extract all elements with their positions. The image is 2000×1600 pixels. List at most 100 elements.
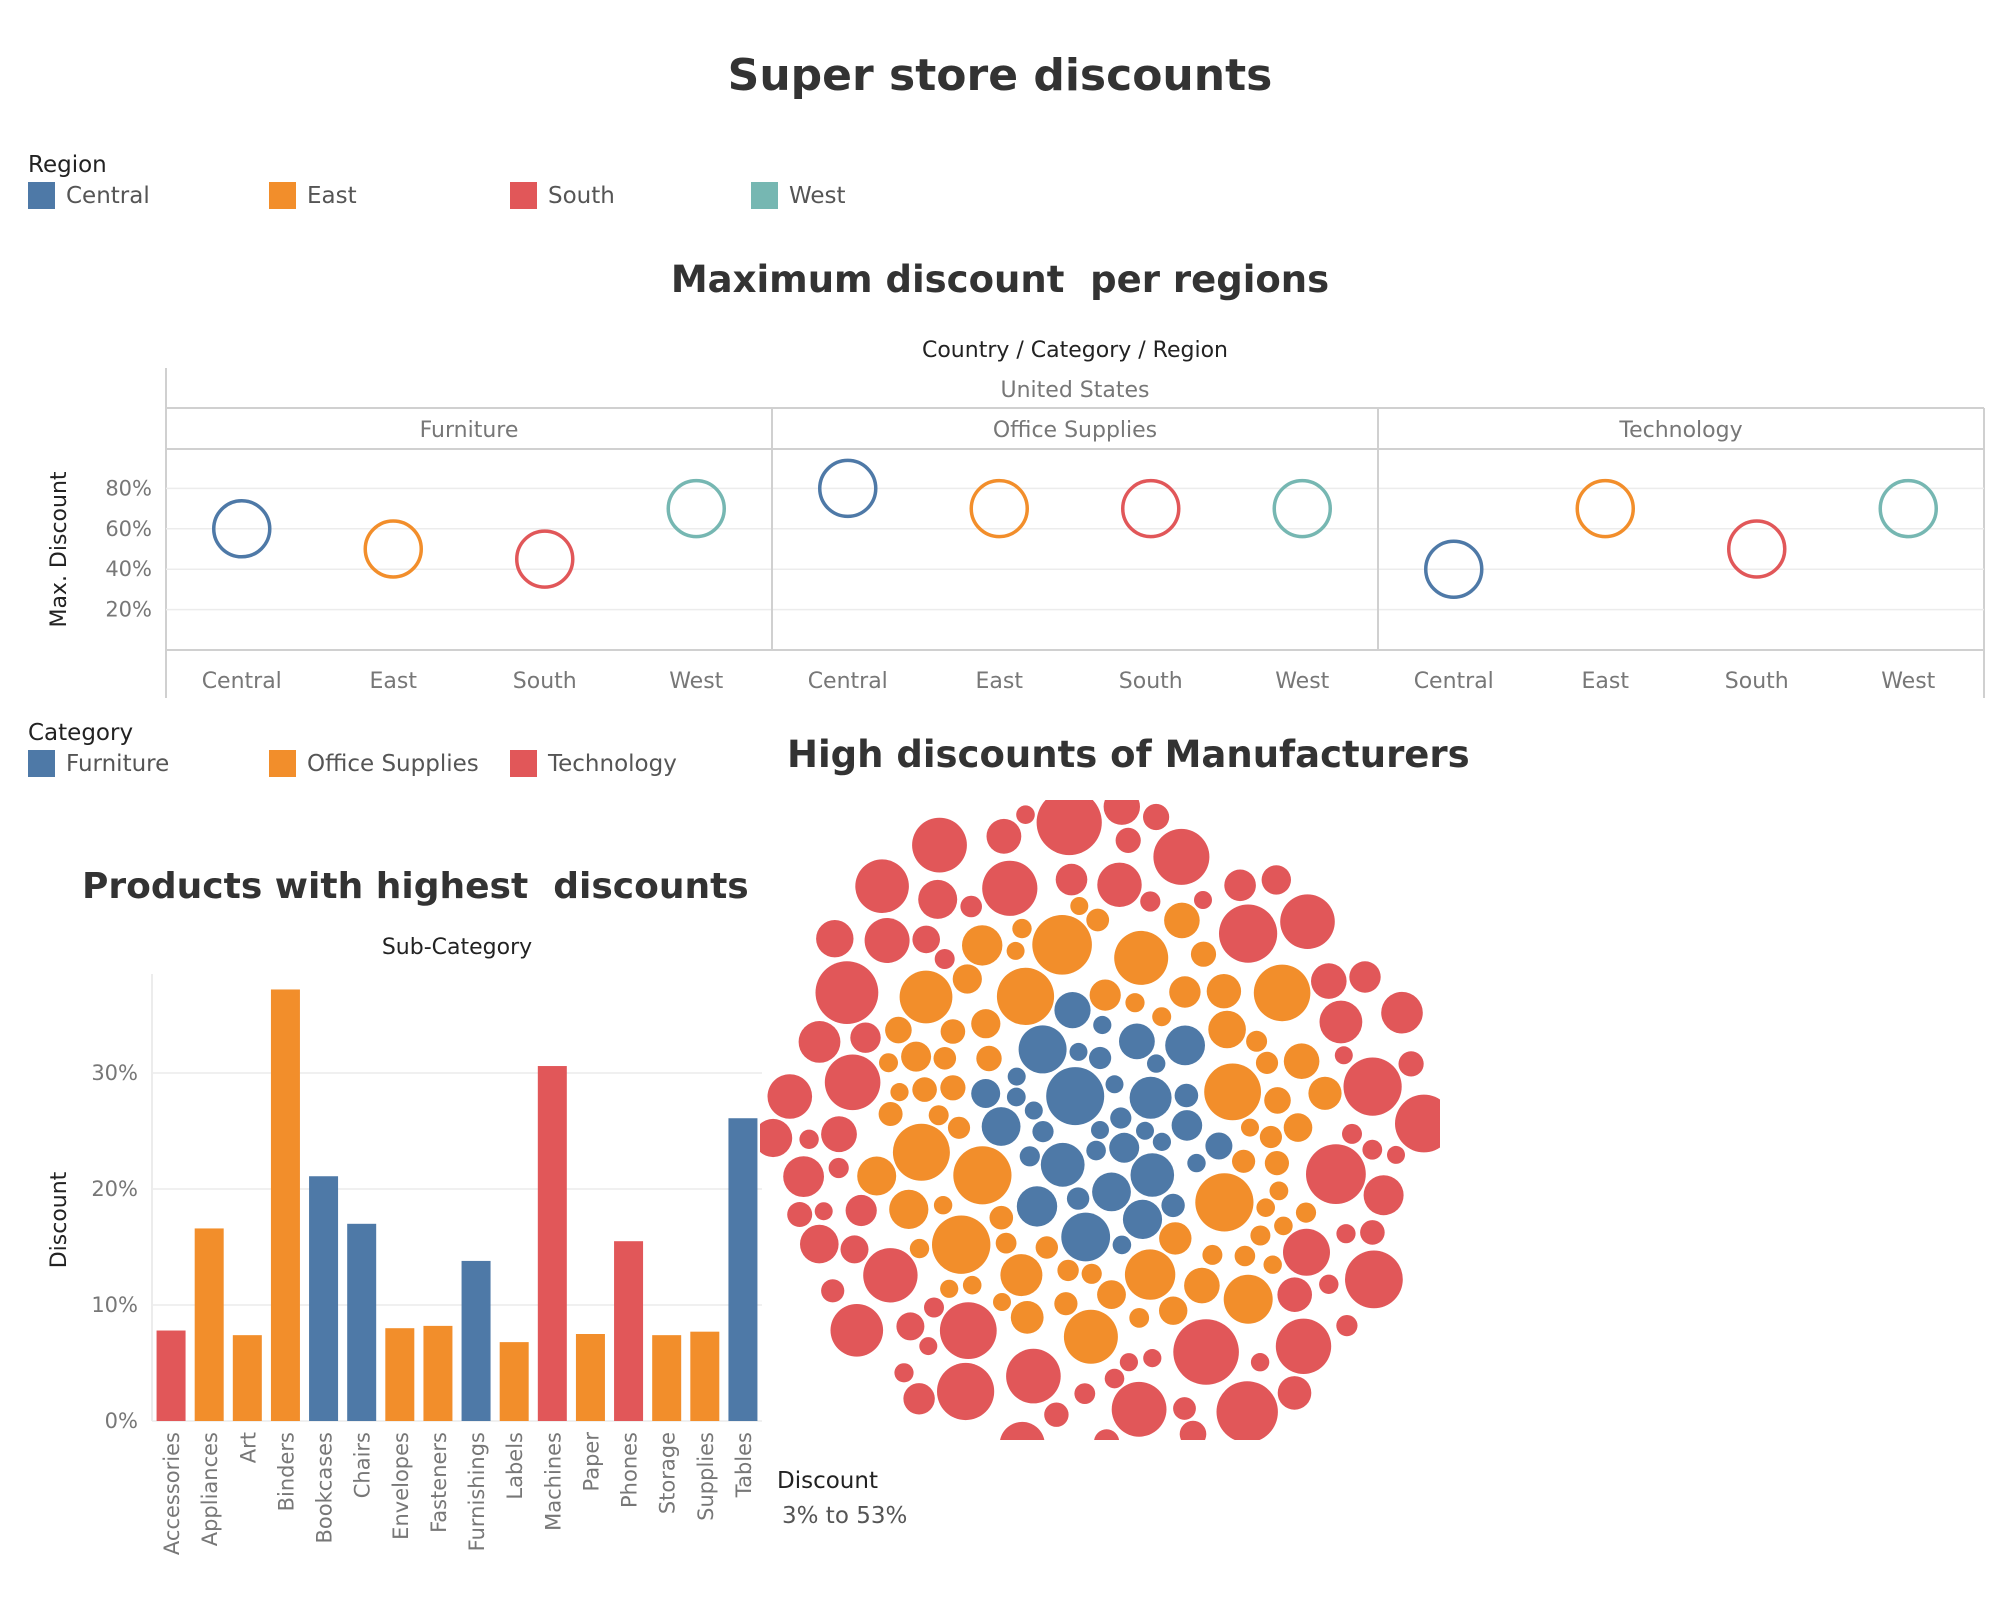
manufacturer-bubble[interactable]: [1097, 862, 1142, 907]
manufacturer-bubble[interactable]: [760, 1118, 793, 1158]
manufacturer-bubble[interactable]: [1161, 1193, 1185, 1218]
manufacturer-bubble[interactable]: [1179, 1420, 1207, 1440]
manufacturer-bubble[interactable]: [1264, 1151, 1289, 1176]
manufacturer-bubble[interactable]: [1153, 828, 1210, 885]
manufacturer-bubble[interactable]: [1140, 891, 1161, 912]
bar-appliances[interactable]: [194, 1228, 224, 1421]
manufacturer-bubble[interactable]: [1036, 800, 1102, 856]
manufacturer-bubble[interactable]: [976, 1045, 1002, 1072]
manufacturer-bubble[interactable]: [928, 1105, 949, 1126]
manufacturer-bubble[interactable]: [1125, 993, 1145, 1013]
manufacturer-bubble[interactable]: [1044, 1402, 1069, 1427]
manufacturer-bubble[interactable]: [1010, 1301, 1044, 1334]
manufacturer-bubble[interactable]: [1019, 1146, 1040, 1167]
manufacturer-bubble[interactable]: [1147, 1054, 1166, 1073]
manufacturer-bubble[interactable]: [1006, 941, 1025, 960]
manufacturer-bubble[interactable]: [1164, 902, 1200, 939]
manufacturer-bubble[interactable]: [850, 1022, 881, 1053]
bar-machines[interactable]: [537, 1066, 567, 1421]
point-furniture-central[interactable]: [212, 499, 272, 559]
manufacturer-bubble[interactable]: [1195, 1173, 1254, 1232]
manufacturer-bubble[interactable]: [1152, 1007, 1172, 1027]
manufacturer-bubble[interactable]: [1219, 904, 1278, 963]
manufacturer-bubble[interactable]: [1032, 915, 1092, 975]
manufacturer-bubble[interactable]: [1194, 891, 1212, 909]
point-technology-east[interactable]: [1575, 478, 1635, 539]
manufacturer-bubble[interactable]: [1115, 827, 1141, 853]
legend-category-furniture[interactable]: Furniture: [28, 750, 169, 777]
manufacturer-bubble[interactable]: [1143, 1349, 1162, 1368]
manufacturer-bubble[interactable]: [1295, 1202, 1317, 1223]
manufacturer-bubble[interactable]: [1216, 1381, 1278, 1440]
manufacturer-bubble[interactable]: [1110, 1107, 1132, 1129]
bar-binders[interactable]: [270, 989, 300, 1421]
manufacturer-bubble[interactable]: [1204, 1063, 1261, 1121]
manufacturer-bubble[interactable]: [1063, 1309, 1118, 1364]
manufacturer-bubble[interactable]: [824, 1054, 881, 1111]
manufacturer-bubble[interactable]: [1103, 800, 1140, 825]
point-technology-central[interactable]: [1424, 539, 1484, 599]
manufacturer-bubble[interactable]: [995, 1232, 1017, 1254]
legend-region-east[interactable]: East: [269, 182, 357, 209]
manufacturer-bubble[interactable]: [889, 1189, 929, 1229]
point-technology-south[interactable]: [1727, 519, 1787, 579]
manufacturer-bubble[interactable]: [1143, 803, 1170, 831]
manufacturer-bubble[interactable]: [1074, 1383, 1096, 1404]
bar-tables[interactable]: [728, 1118, 758, 1421]
manufacturer-bubble[interactable]: [1054, 992, 1091, 1029]
manufacturer-bubble[interactable]: [919, 1337, 938, 1356]
manufacturer-bubble[interactable]: [816, 920, 854, 958]
legend-category-office-supplies[interactable]: Office Supplies: [269, 750, 479, 777]
manufacturer-bubble[interactable]: [1081, 1263, 1102, 1284]
manufacturer-bubble[interactable]: [1070, 897, 1089, 915]
manufacturer-bubble[interactable]: [1119, 1353, 1138, 1372]
manufacturer-bubble[interactable]: [937, 1362, 995, 1421]
manufacturer-bubble[interactable]: [783, 1156, 824, 1197]
manufacturer-bubble[interactable]: [1124, 1249, 1176, 1300]
bar-furnishings[interactable]: [461, 1260, 491, 1421]
manufacturer-bubble[interactable]: [1035, 1236, 1058, 1259]
manufacturer-bubble[interactable]: [1086, 908, 1110, 932]
manufacturer-bubble[interactable]: [1089, 979, 1121, 1011]
manufacturer-bubble[interactable]: [912, 817, 967, 873]
manufacturer-bubble[interactable]: [899, 970, 953, 1024]
manufacturer-bubble[interactable]: [1234, 1245, 1256, 1267]
manufacturer-bubble[interactable]: [798, 1021, 841, 1063]
manufacturer-bubble[interactable]: [953, 1146, 1012, 1205]
manufacturer-bubble[interactable]: [1255, 1051, 1279, 1074]
legend-region-south[interactable]: South: [510, 182, 615, 209]
manufacturer-bubble[interactable]: [800, 1224, 839, 1264]
manufacturer-bubble[interactable]: [1159, 1296, 1188, 1325]
point-furniture-east[interactable]: [363, 519, 423, 579]
manufacturer-bubble[interactable]: [1007, 1067, 1026, 1086]
manufacturer-bubble[interactable]: [1089, 1046, 1112, 1070]
manufacturer-bubble[interactable]: [1057, 1259, 1079, 1282]
manufacturer-bubble[interactable]: [879, 1053, 898, 1073]
manufacturer-bubble[interactable]: [1208, 1010, 1246, 1049]
manufacturer-bubble[interactable]: [1360, 1220, 1385, 1245]
point-furniture-south[interactable]: [515, 529, 575, 589]
manufacturer-bubble[interactable]: [1256, 1198, 1275, 1217]
manufacturer-bubble[interactable]: [821, 1279, 845, 1303]
point-technology-west[interactable]: [1878, 478, 1938, 539]
manufacturer-bubble[interactable]: [1174, 1083, 1199, 1108]
manufacturer-bubble[interactable]: [1232, 1149, 1256, 1173]
manufacturer-bubble[interactable]: [1016, 805, 1035, 824]
bar-paper[interactable]: [575, 1334, 605, 1421]
manufacturer-bubble[interactable]: [1264, 1087, 1291, 1114]
manufacturer-bubble[interactable]: [1094, 1429, 1120, 1440]
manufacturer-bubble[interactable]: [940, 1075, 966, 1101]
manufacturer-bubble[interactable]: [1061, 1212, 1111, 1262]
manufacturer-bubble[interactable]: [787, 1202, 813, 1227]
manufacturer-bubble[interactable]: [1224, 869, 1256, 902]
manufacturer-bubble[interactable]: [1253, 964, 1311, 1022]
manufacturer-bubble[interactable]: [1055, 863, 1088, 896]
manufacturer-bubble[interactable]: [932, 1215, 991, 1274]
manufacturer-bubble[interactable]: [1066, 1187, 1090, 1210]
manufacturer-bubble[interactable]: [1283, 1228, 1330, 1276]
manufacturer-bubble[interactable]: [864, 918, 910, 963]
bar-supplies[interactable]: [690, 1331, 720, 1421]
manufacturer-bubble[interactable]: [1000, 1421, 1045, 1440]
manufacturer-bubble[interactable]: [1086, 1140, 1106, 1161]
manufacturer-bubble[interactable]: [1190, 941, 1217, 967]
